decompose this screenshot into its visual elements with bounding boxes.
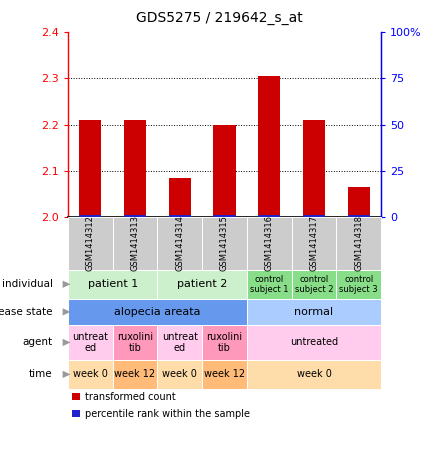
Bar [258,215,280,217]
Text: week 0: week 0 [297,369,332,380]
Text: week 12: week 12 [114,369,155,380]
Text: patient 1: patient 1 [88,279,138,289]
Bar [258,76,280,217]
Text: untreat
ed: untreat ed [72,332,108,353]
Text: GSM1414317: GSM1414317 [310,216,318,271]
Text: GDS5275 / 219642_s_at: GDS5275 / 219642_s_at [136,11,302,25]
Bar [124,120,146,217]
Bar [79,215,102,217]
Text: agent: agent [22,337,53,347]
Text: untreated: untreated [290,337,338,347]
Text: ruxolini
tib: ruxolini tib [206,332,243,353]
Bar [347,187,370,217]
Text: untreat
ed: untreat ed [162,332,198,353]
Text: GSM1414312: GSM1414312 [86,216,95,271]
Text: ruxolini
tib: ruxolini tib [117,332,153,353]
Text: patient 2: patient 2 [177,279,227,289]
Text: individual: individual [2,279,53,289]
Bar [303,215,325,217]
Text: control
subject 3: control subject 3 [339,275,378,294]
Bar [347,215,370,217]
Text: control
subject 2: control subject 2 [295,275,333,294]
Text: GSM1414316: GSM1414316 [265,216,274,271]
Text: GSM1414314: GSM1414314 [175,216,184,271]
Text: time: time [29,369,53,380]
Text: week 0: week 0 [162,369,197,380]
Text: control
subject 1: control subject 1 [250,275,289,294]
Text: alopecia areata: alopecia areata [114,307,201,317]
Bar [79,120,102,217]
Text: GSM1414313: GSM1414313 [131,216,139,271]
Text: week 0: week 0 [73,369,108,380]
Bar [169,178,191,217]
Text: transformed count: transformed count [85,392,175,402]
Bar [124,215,146,217]
Bar [169,215,191,217]
Text: GSM1414315: GSM1414315 [220,216,229,271]
Text: normal: normal [294,307,333,317]
Bar [213,215,236,217]
Bar [303,120,325,217]
Text: disease state: disease state [0,307,53,317]
Text: GSM1414318: GSM1414318 [354,216,363,271]
Text: week 12: week 12 [204,369,245,380]
Bar [213,125,236,217]
Text: percentile rank within the sample: percentile rank within the sample [85,409,250,419]
